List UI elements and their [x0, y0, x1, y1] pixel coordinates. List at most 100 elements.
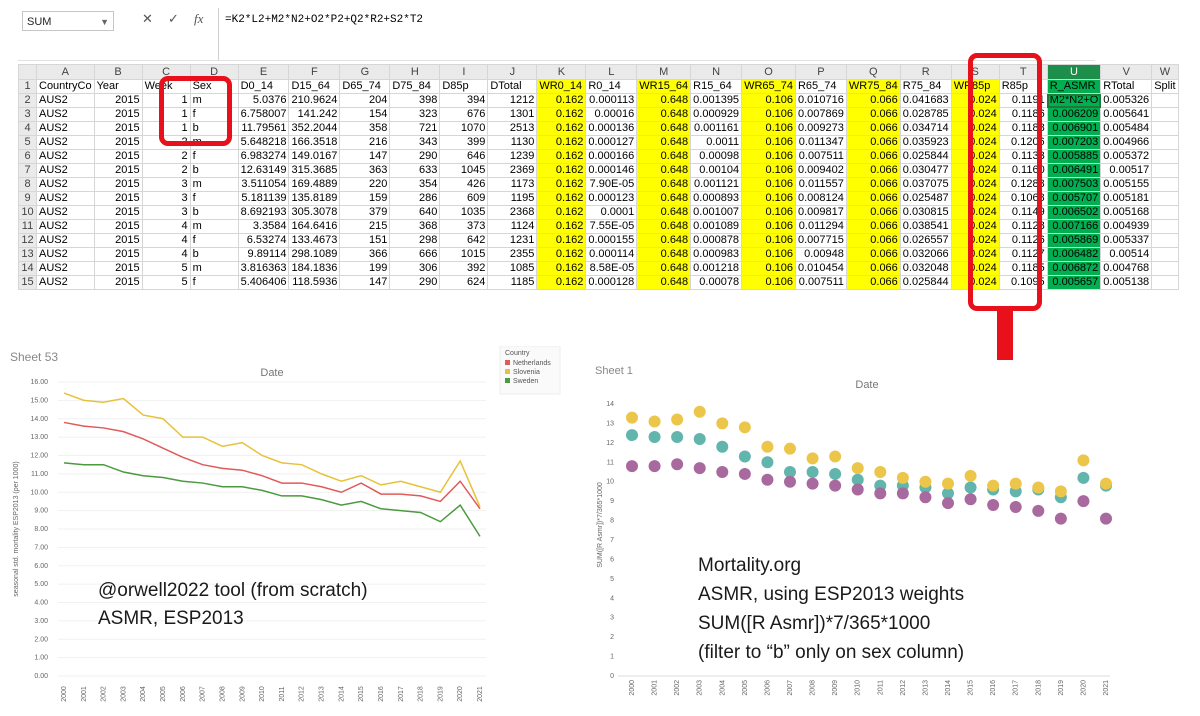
table-cell[interactable]: 184.1836	[288, 261, 341, 276]
table-cell[interactable]: 363	[339, 163, 391, 178]
table-cell[interactable]: 3	[141, 191, 191, 206]
table-cell[interactable]: AUS2	[36, 191, 95, 206]
column-header[interactable]: C	[141, 64, 191, 80]
table-cell[interactable]: 0.028785	[899, 107, 952, 122]
table-cell[interactable]: 0.066	[845, 219, 901, 234]
table-cell[interactable]: 2015	[93, 177, 143, 192]
table-cell[interactable]: 0.648	[636, 261, 692, 276]
table-cell[interactable]: 609	[439, 191, 489, 206]
table-cell[interactable]: 2015	[93, 163, 143, 178]
table-cell[interactable]	[1151, 107, 1179, 122]
table-cell[interactable]: AUS2	[36, 233, 95, 248]
table-cell[interactable]: 0.025844	[899, 275, 952, 290]
table-cell[interactable]: 358	[339, 121, 391, 136]
table-cell[interactable]: M2*N2+O	[1046, 93, 1102, 108]
table-cell[interactable]: 0.066	[845, 121, 901, 136]
table-cell[interactable]: 1124	[487, 219, 538, 234]
table-cell[interactable]: 0.106	[741, 233, 796, 248]
table-cell[interactable]: 2355	[487, 247, 538, 262]
table-cell[interactable]: 0.006502	[1046, 205, 1102, 220]
column-title-cell[interactable]: R0_14	[585, 79, 638, 94]
table-cell[interactable]: 0.006482	[1046, 247, 1102, 262]
table-cell[interactable]: 0.005337	[1100, 233, 1153, 248]
table-cell[interactable]: 0.000166	[585, 149, 638, 164]
table-cell[interactable]: 133.4673	[288, 233, 341, 248]
table-cell[interactable]: 426	[439, 177, 489, 192]
table-cell[interactable]: 286	[389, 191, 441, 206]
table-cell[interactable]: 0.009402	[794, 163, 847, 178]
row-header[interactable]: 4	[18, 121, 37, 136]
check-icon[interactable]: ✓	[168, 11, 179, 26]
table-cell[interactable]: 8.692193	[237, 205, 290, 220]
table-cell[interactable]: 0.007203	[1046, 135, 1102, 150]
table-cell[interactable]: 0.005885	[1046, 149, 1102, 164]
table-cell[interactable]: 0.005484	[1100, 121, 1153, 136]
table-cell[interactable]: AUS2	[36, 177, 95, 192]
table-cell[interactable]: 0.005372	[1100, 149, 1153, 164]
name-box[interactable]: SUM ▼	[22, 11, 114, 31]
column-header[interactable]: F	[288, 64, 341, 80]
table-cell[interactable]: 0.106	[741, 107, 796, 122]
table-cell[interactable]: 0.030477	[899, 163, 952, 178]
column-title-cell[interactable]: D0_14	[237, 79, 290, 94]
table-cell[interactable]: 0.066	[845, 205, 901, 220]
row-header[interactable]: 6	[18, 149, 37, 164]
column-header[interactable]: B	[93, 64, 143, 80]
table-cell[interactable]: b	[189, 205, 239, 220]
table-cell[interactable]: 0.648	[636, 233, 692, 248]
table-cell[interactable]: 135.8189	[288, 191, 341, 206]
table-cell[interactable]: 0.011557	[794, 177, 847, 192]
table-cell[interactable]: 0.035923	[899, 135, 952, 150]
table-cell[interactable]: 290	[389, 275, 441, 290]
table-cell[interactable]: 1045	[439, 163, 489, 178]
table-cell[interactable]: 0.106	[741, 219, 796, 234]
table-cell[interactable]: 0.006901	[1046, 121, 1102, 136]
table-cell[interactable]: 3	[141, 177, 191, 192]
column-title-cell[interactable]: D65_74	[339, 79, 391, 94]
table-cell[interactable]: 0.0011	[690, 135, 743, 150]
table-cell[interactable]: AUS2	[36, 149, 95, 164]
column-header[interactable]: G	[339, 64, 391, 80]
table-cell[interactable]: 0.024	[950, 275, 1000, 290]
table-cell[interactable]: 0.0001	[585, 205, 638, 220]
table-cell[interactable]: 305.3078	[288, 205, 341, 220]
table-cell[interactable]: 0.106	[741, 205, 796, 220]
column-title-cell[interactable]: WR15_64	[636, 79, 692, 94]
table-cell[interactable]: 3	[141, 205, 191, 220]
row-header[interactable]: 15	[18, 275, 37, 290]
table-cell[interactable]: 0.162	[536, 191, 587, 206]
table-cell[interactable]: 0.648	[636, 121, 692, 136]
close-icon[interactable]: ✕	[142, 11, 153, 26]
table-cell[interactable]: 0.162	[536, 177, 587, 192]
row-header[interactable]: 12	[18, 233, 37, 248]
column-title-cell[interactable]: WR0_14	[536, 79, 587, 94]
table-cell[interactable]: 2369	[487, 163, 538, 178]
table-cell[interactable]: 0.066	[845, 149, 901, 164]
table-cell[interactable]: 0.007511	[794, 275, 847, 290]
table-cell[interactable]: 0.005657	[1046, 275, 1102, 290]
table-cell[interactable]: 0.038541	[899, 219, 952, 234]
formula-input[interactable]: =K2*L2+M2*N2+O2*P2+Q2*R2+S2*T2	[218, 8, 1095, 60]
table-cell[interactable]: 0.011294	[794, 219, 847, 234]
table-cell[interactable]: 154	[339, 107, 391, 122]
table-cell[interactable]: 0.037075	[899, 177, 952, 192]
table-cell[interactable]: AUS2	[36, 135, 95, 150]
table-cell[interactable]: 151	[339, 233, 391, 248]
table-cell[interactable]: 2368	[487, 205, 538, 220]
table-cell[interactable]: 2015	[93, 233, 143, 248]
table-cell[interactable]: 164.6416	[288, 219, 341, 234]
column-header[interactable]: A	[36, 64, 95, 80]
table-cell[interactable]: 0.00104	[690, 163, 743, 178]
column-title-cell[interactable]: D85p	[439, 79, 489, 94]
table-cell[interactable]: 0.011347	[794, 135, 847, 150]
column-title-cell[interactable]: Year	[93, 79, 143, 94]
table-cell[interactable]: 379	[339, 205, 391, 220]
table-cell[interactable]: 0.648	[636, 177, 692, 192]
column-title-cell[interactable]: RTotal	[1100, 79, 1153, 94]
table-cell[interactable]	[1151, 191, 1179, 206]
table-cell[interactable]: 4	[141, 219, 191, 234]
table-cell[interactable]: 0.026557	[899, 233, 952, 248]
table-cell[interactable]: 6.758007	[237, 107, 290, 122]
table-cell[interactable]: 4	[141, 233, 191, 248]
table-cell[interactable]: 5.0376	[237, 93, 290, 108]
